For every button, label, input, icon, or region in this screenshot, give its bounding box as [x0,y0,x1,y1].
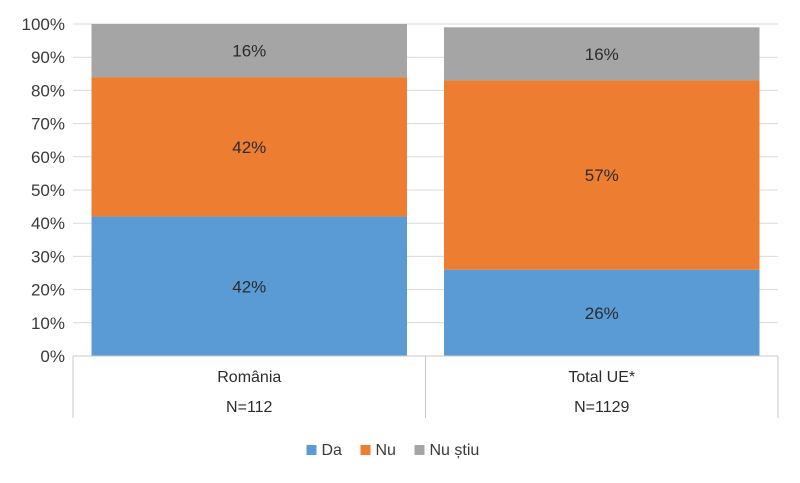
data-label: 16% [232,42,266,61]
y-tick-label: 60% [31,148,65,167]
legend: Da Nu Nu știu [306,442,480,459]
y-tick-label: 40% [31,214,65,233]
legend-swatch [414,445,425,455]
legend-swatch [306,445,317,455]
y-tick-label: 50% [31,181,65,200]
y-tick-label: 80% [31,81,65,100]
legend-label: Nu [376,442,396,459]
y-tick-label: 30% [31,247,65,266]
bar-segment-nu-știu [91,24,407,78]
y-tick-label: 90% [31,48,65,67]
x-axis-table: România N=112 Total UE* N=1129 [72,355,779,418]
bar-segment-da [444,269,760,356]
x-category-sample-size: N=112 [226,399,273,416]
y-tick-label: 0% [40,347,65,366]
x-category-label: Total UE* [568,369,635,386]
data-label: 16% [585,45,619,64]
y-axis: 0% 10% 20% 30% 40% 50% 60% 70% 80% 90% 100% [22,15,65,366]
y-tick-label: 10% [31,314,65,333]
bar-segment-nu [444,80,760,270]
x-category-label: România [217,369,281,386]
legend-label: Da [322,442,343,459]
data-label: 42% [232,138,266,157]
legend-label: Nu știu [430,442,480,459]
x-category-sample-size: N=1129 [574,399,629,416]
y-tick-label: 20% [31,281,65,300]
y-tick-label: 100% [22,15,65,34]
bar-segment-da [91,216,407,356]
bar-segment-nu [91,77,407,217]
legend-swatch [360,445,371,455]
data-label: 26% [585,304,619,323]
data-label: 57% [585,166,619,185]
bars: 42% 42% 16% 26% 57% 16% [91,24,760,356]
y-tick-label: 70% [31,115,65,134]
bar-segment-nu-știu [444,27,760,81]
data-label: 42% [232,277,266,296]
